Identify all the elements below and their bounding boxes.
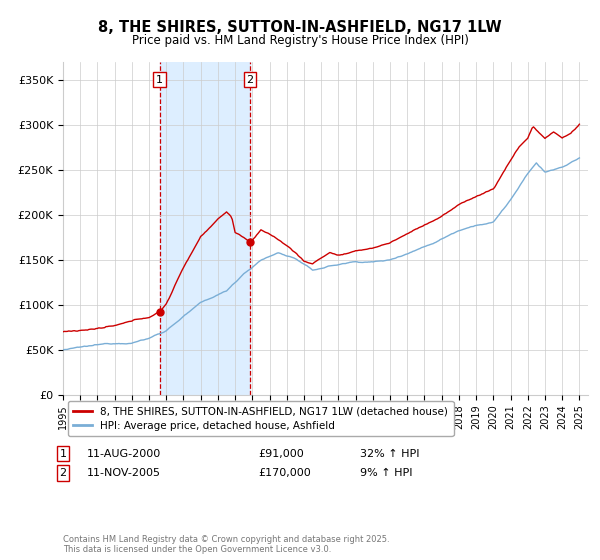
Text: 32% ↑ HPI: 32% ↑ HPI [360,449,419,459]
Text: 8, THE SHIRES, SUTTON-IN-ASHFIELD, NG17 1LW: 8, THE SHIRES, SUTTON-IN-ASHFIELD, NG17 … [98,20,502,35]
Text: Price paid vs. HM Land Registry's House Price Index (HPI): Price paid vs. HM Land Registry's House … [131,34,469,46]
Legend: 8, THE SHIRES, SUTTON-IN-ASHFIELD, NG17 1LW (detached house), HPI: Average price: 8, THE SHIRES, SUTTON-IN-ASHFIELD, NG17 … [68,402,454,436]
Text: 1: 1 [156,74,163,85]
Text: 9% ↑ HPI: 9% ↑ HPI [360,468,413,478]
Text: 2: 2 [247,74,254,85]
Bar [160,62,250,395]
Text: 11-NOV-2005: 11-NOV-2005 [87,468,161,478]
Text: 11-AUG-2000: 11-AUG-2000 [87,449,161,459]
Text: £91,000: £91,000 [258,449,304,459]
Text: £170,000: £170,000 [258,468,311,478]
Text: Contains HM Land Registry data © Crown copyright and database right 2025.
This d: Contains HM Land Registry data © Crown c… [63,535,389,554]
Text: 1: 1 [59,449,67,459]
Text: 2: 2 [59,468,67,478]
